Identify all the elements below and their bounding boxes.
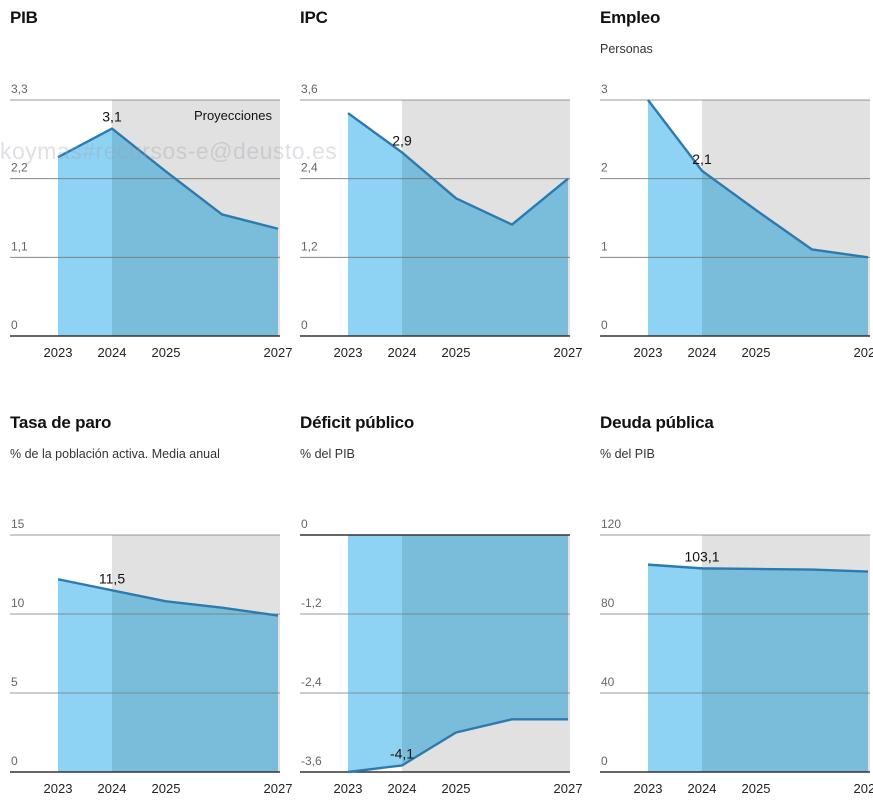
x-tick-label: 2023	[44, 345, 73, 360]
chart-svg: -3,6 -2,4 -1,2 0 2023 2024 2025 2027 -4,1	[300, 405, 580, 805]
x-tick-label: 2027	[554, 345, 583, 360]
x-tick-label: 2024	[388, 781, 417, 796]
y-tick-label: 2,2	[11, 161, 28, 175]
y-tick-label: 1,1	[11, 239, 28, 253]
y-tick-label: 0	[301, 318, 308, 332]
area-historical	[58, 129, 112, 336]
y-tick-label: 5	[11, 675, 18, 689]
x-tick-label: 2024	[388, 345, 417, 360]
x-tick-label: 2024	[688, 781, 717, 796]
data-label: 2,9	[392, 132, 412, 148]
chart-panel-paro: Tasa de paro % de la población activa. M…	[10, 405, 290, 805]
y-tick-label: 0	[11, 754, 18, 768]
y-tick-label: 10	[11, 596, 25, 610]
data-label: 3,1	[102, 109, 122, 125]
y-tick-label: 0	[601, 318, 608, 332]
y-tick-label: 0	[11, 318, 18, 332]
x-tick-label: 2025	[442, 781, 471, 796]
x-tick-label: 2024	[688, 345, 717, 360]
x-tick-label: 2023	[44, 781, 73, 796]
area-projection	[702, 568, 868, 772]
y-tick-label: 3	[601, 82, 608, 96]
y-tick-label: 0	[301, 517, 308, 531]
y-tick-label: 1,2	[301, 239, 318, 253]
data-label: -4,1	[390, 745, 414, 761]
projection-label: Proyecciones	[194, 108, 273, 123]
chart-svg: 0 1,1 2,2 3,3 2023 2024 2025 2027 3,1 Proyeccione…	[10, 0, 290, 400]
y-tick-label: 3,6	[301, 82, 318, 96]
y-tick-label: 3,3	[11, 82, 28, 96]
x-tick-label: 2025	[152, 345, 181, 360]
chart-svg: 0 1 2 3 2023 2024 2025 2027 2,1	[600, 0, 873, 400]
y-tick-label: 0	[601, 754, 608, 768]
x-tick-label: 2025	[152, 781, 181, 796]
x-tick-label: 2024	[98, 345, 127, 360]
x-tick-label: 2027	[854, 781, 873, 796]
x-tick-label: 2024	[98, 781, 127, 796]
y-tick-label: 15	[11, 517, 25, 531]
y-tick-label: 2	[601, 161, 608, 175]
y-tick-label: 120	[601, 517, 621, 531]
x-tick-label: 2025	[742, 345, 771, 360]
data-label: 103,1	[684, 548, 719, 564]
y-tick-label: -2,4	[301, 675, 322, 689]
chart-svg: 0 5 10 15 2023 2024 2025 2027 11,5	[10, 405, 290, 805]
area-projection	[112, 590, 278, 772]
y-tick-label: 40	[601, 675, 615, 689]
y-tick-label: 1	[601, 239, 608, 253]
x-tick-label: 2023	[634, 345, 663, 360]
x-tick-label: 2023	[634, 781, 663, 796]
x-tick-label: 2025	[442, 345, 471, 360]
y-tick-label: 80	[601, 596, 615, 610]
area-historical	[648, 565, 702, 772]
x-tick-label: 2027	[854, 345, 873, 360]
chart-panel-empleo: Empleo Personas 012320232024202520272,1	[600, 0, 873, 400]
area-historical	[348, 535, 402, 772]
x-tick-label: 2023	[334, 781, 363, 796]
y-tick-label: -1,2	[301, 596, 322, 610]
x-tick-label: 2023	[334, 345, 363, 360]
x-tick-label: 2025	[742, 781, 771, 796]
chart-svg: 0 40 80 120 2023 2024 2025 2027 103,1	[600, 405, 873, 805]
data-label: 11,5	[99, 570, 125, 586]
x-tick-label: 2027	[264, 781, 293, 796]
area-historical	[58, 579, 112, 772]
x-tick-label: 2027	[264, 345, 293, 360]
chart-svg: 0 1,2 2,4 3,6 2023 2024 2025 2027 2,9	[300, 0, 580, 400]
y-tick-label: -3,6	[301, 754, 322, 768]
data-label: 2,1	[692, 151, 712, 167]
y-tick-label: 2,4	[301, 161, 318, 175]
x-tick-label: 2027	[554, 781, 583, 796]
